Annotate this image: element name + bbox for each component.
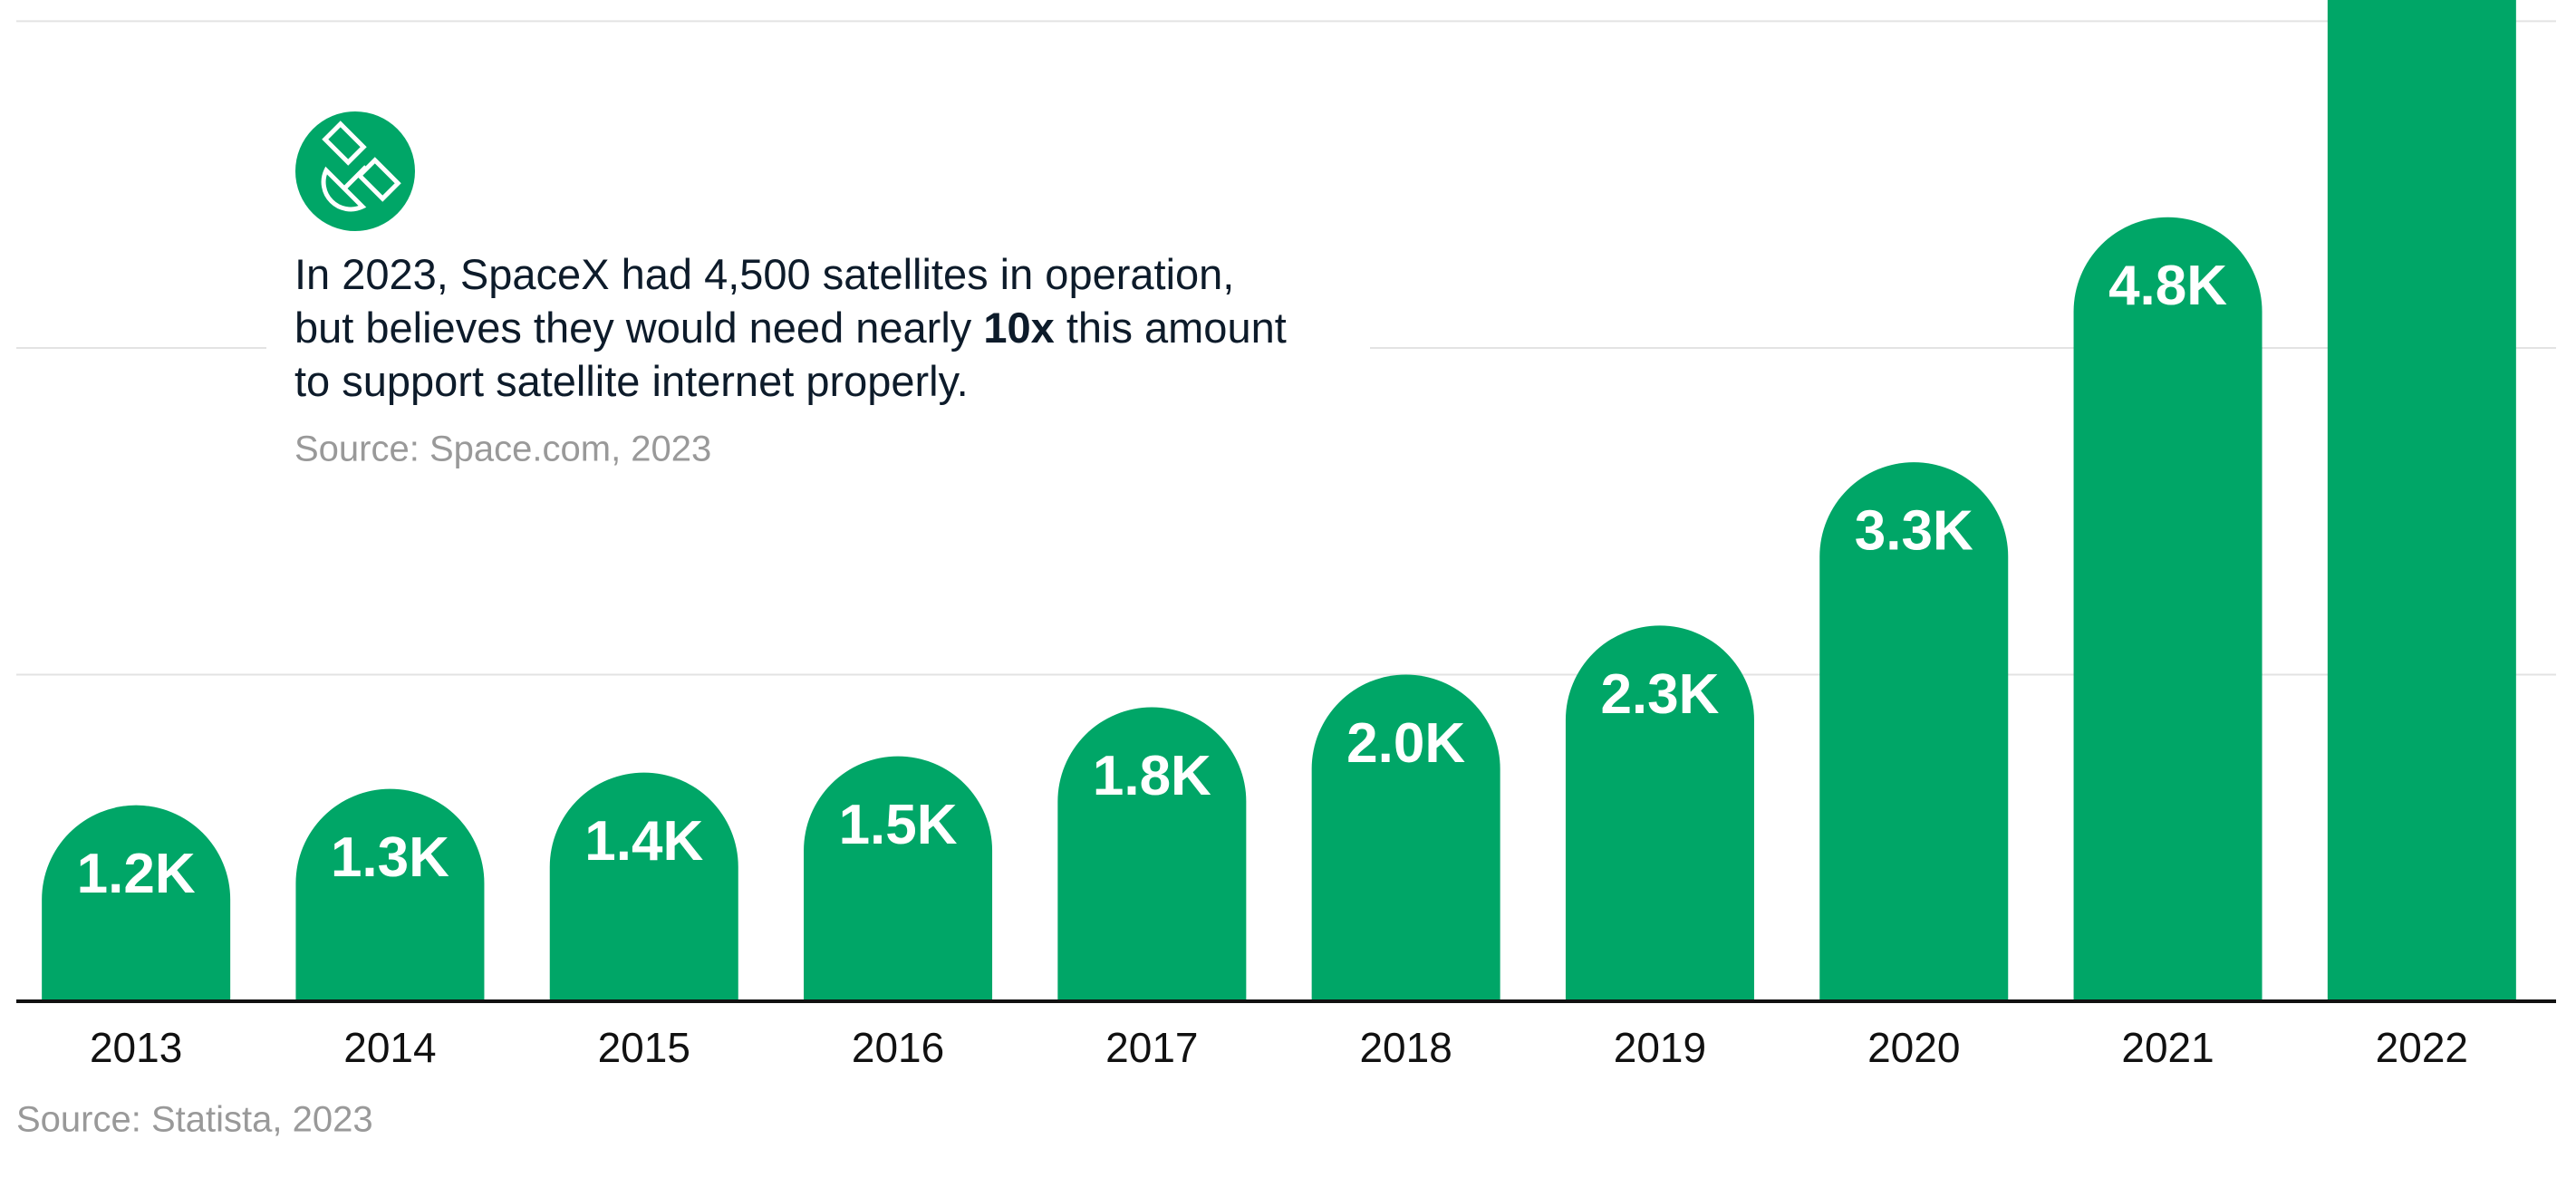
x-tick-label: 2013 — [90, 1024, 182, 1071]
value-label: 1.3K — [331, 826, 449, 889]
x-tick-label: 2017 — [1105, 1024, 1198, 1071]
bar — [1057, 707, 1247, 1001]
annotation-line: to support satellite internet properly. — [294, 357, 969, 405]
value-label: 3.3K — [1855, 500, 1973, 563]
bar — [804, 756, 993, 1001]
x-tick-label: 2019 — [1614, 1024, 1706, 1071]
value-label: 1.8K — [1093, 745, 1211, 807]
x-tick-label: 2018 — [1359, 1024, 1452, 1071]
bar — [295, 788, 485, 1001]
value-label: 4.8K — [2108, 255, 2227, 317]
satellite-icon — [295, 111, 415, 231]
bar — [1311, 674, 1500, 1001]
value-label: 1.2K — [77, 843, 196, 905]
value-label: 1.4K — [584, 810, 703, 873]
value-label: 2.0K — [1346, 712, 1465, 775]
x-tick-label: 2016 — [852, 1024, 944, 1071]
x-tick-label: 2020 — [1867, 1024, 1960, 1071]
bar — [549, 772, 738, 1001]
bar — [2327, 0, 2516, 1001]
x-tick-label: 2014 — [343, 1024, 436, 1071]
annotation-text: In 2023, SpaceX had 4,500 satellites in … — [294, 250, 1234, 298]
annotation-source: Source: Space.com, 2023 — [294, 430, 711, 469]
x-tick-label: 2022 — [2376, 1024, 2468, 1071]
value-label: 1.5K — [839, 794, 958, 856]
annotation-line: In 2023, SpaceX had 4,500 satellites in … — [294, 250, 1234, 298]
bar — [42, 805, 231, 1001]
annotation-line: but believes they would need nearly 10x … — [294, 304, 1287, 352]
annotation-box — [266, 100, 1370, 489]
x-tick-label: 2021 — [2121, 1024, 2214, 1071]
x-tick-label: 2015 — [598, 1024, 690, 1071]
source: Source: Statista, 2023 — [16, 1100, 373, 1140]
bar — [1819, 462, 2009, 1001]
annotation-text: this amount — [1055, 304, 1287, 352]
annotation-text: but believes they would need nearly — [294, 304, 983, 352]
bar — [1565, 625, 1754, 1001]
value-label: 2.3K — [1600, 663, 1719, 726]
annotation-text: to support satellite internet properly. — [294, 357, 969, 405]
bar — [2073, 217, 2262, 1001]
annotation-text: 10x — [983, 304, 1054, 352]
